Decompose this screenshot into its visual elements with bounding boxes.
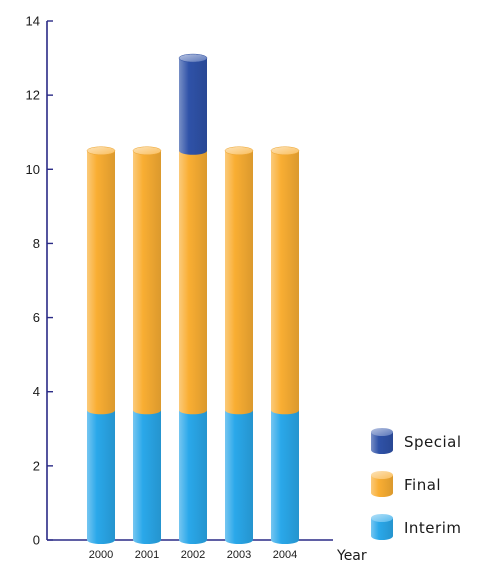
bar-2001-final	[133, 151, 161, 415]
bar-2004-final	[271, 151, 299, 415]
bar-2001-top-cap	[133, 147, 161, 155]
bar-2003-top-cap	[225, 147, 253, 155]
x-tick-label-2003: 2003	[227, 549, 251, 561]
legend-swatch-cap-interim	[371, 514, 393, 522]
y-tick-label: 8	[33, 236, 40, 251]
bar-2003-final	[225, 151, 253, 415]
bar-2004-interim	[271, 410, 299, 544]
y-tick-label: 2	[33, 458, 40, 473]
x-tick-label-2004: 2004	[273, 549, 297, 561]
y-tick-label: 14	[26, 14, 40, 29]
legend-label-interim: Interim	[404, 519, 462, 537]
legend-label-final: Final	[404, 476, 441, 494]
y-tick-label: 0	[33, 533, 40, 548]
bar-2003-interim	[225, 410, 253, 544]
legend-swatch-cap-final	[371, 471, 393, 479]
bar-2002-special	[179, 58, 207, 155]
x-axis-labels: 2000 2001 2002 2003 2004	[89, 549, 297, 561]
bar-2001-interim	[133, 410, 161, 544]
legend-swatch-cap-special	[371, 428, 393, 436]
x-tick-label-2002: 2002	[181, 549, 205, 561]
legend-label-special: Special	[404, 433, 462, 451]
y-tick-label: 4	[33, 384, 40, 399]
legend: Special Final Interim	[371, 428, 462, 540]
bar-2002-interim	[179, 410, 207, 544]
y-axis-ticks: 0 2 4 6 8 10 12 14	[26, 14, 53, 548]
bar-2002-final	[179, 151, 207, 415]
bars	[87, 54, 299, 544]
bar-2004-top-cap	[271, 147, 299, 155]
x-tick-label-2000: 2000	[89, 549, 113, 561]
bar-2002-top-cap	[179, 54, 207, 62]
x-axis-title: Year	[336, 548, 367, 564]
y-tick-label: 12	[26, 88, 40, 103]
y-tick-label: 6	[33, 310, 40, 325]
bar-2000-final	[87, 151, 115, 415]
bar-2000-top-cap	[87, 147, 115, 155]
y-tick-label: 10	[26, 162, 40, 177]
x-tick-label-2001: 2001	[135, 549, 159, 561]
bar-2000-interim	[87, 410, 115, 544]
